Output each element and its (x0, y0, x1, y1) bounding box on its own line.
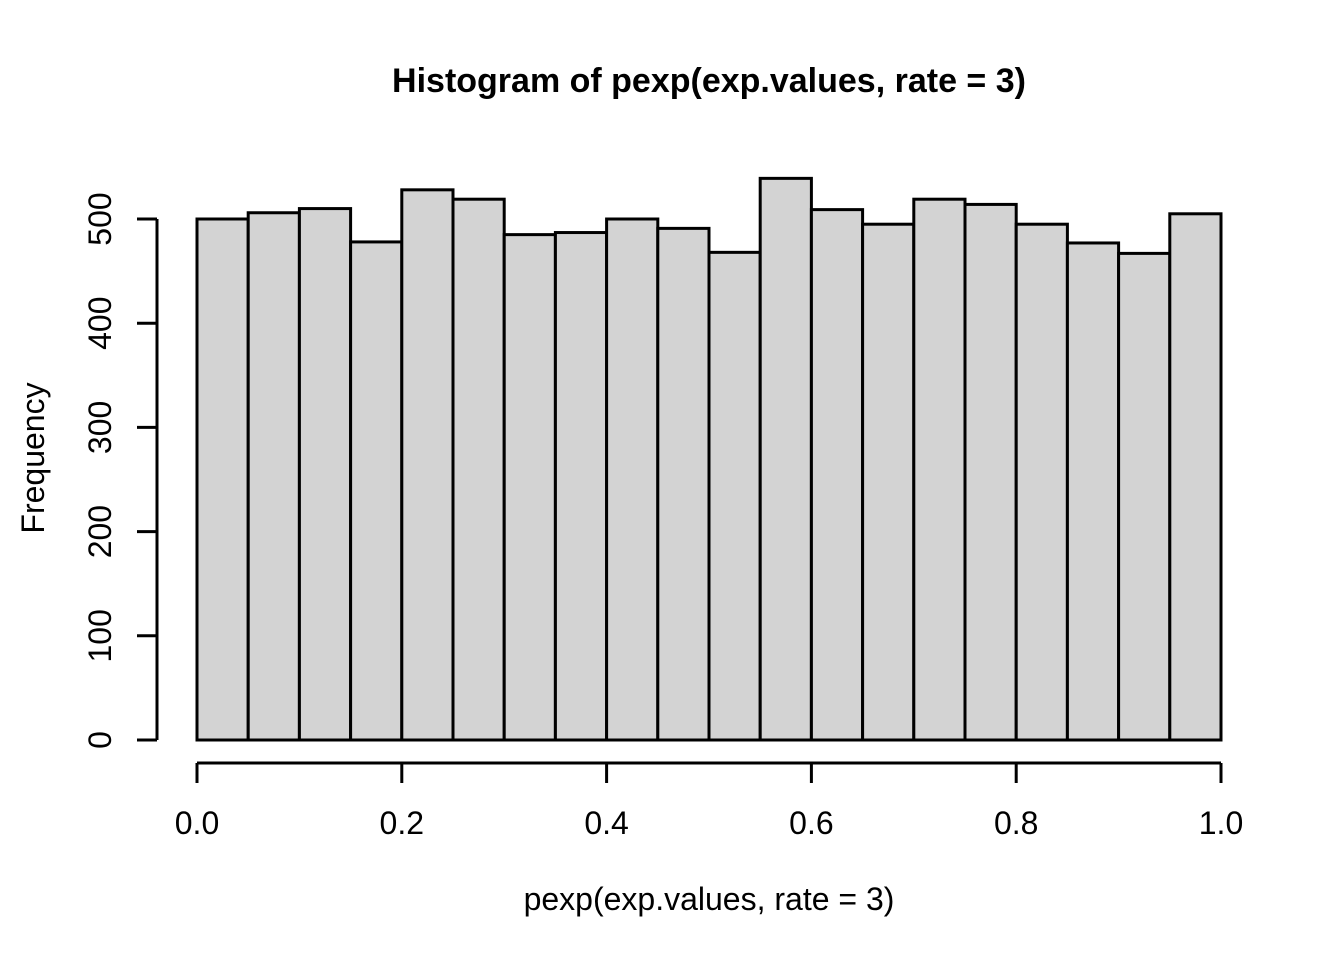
x-tick-label: 1.0 (1199, 805, 1243, 841)
x-axis-title: pexp(exp.values, rate = 3) (524, 881, 895, 917)
histogram-bar (758, 176, 813, 742)
histogram-bar (707, 250, 762, 742)
histogram-bar (349, 240, 404, 742)
x-tick-label: 0.0 (175, 805, 219, 841)
x-tick-label: 0.4 (584, 805, 628, 841)
histogram-bar (1014, 222, 1069, 742)
y-tick-label: 500 (82, 192, 118, 245)
histogram-bar (912, 197, 967, 742)
histogram-bar (400, 188, 455, 742)
histogram-bar (605, 217, 660, 742)
x-tick-label: 0.8 (994, 805, 1038, 841)
y-axis-title: Frequency (15, 382, 51, 533)
histogram-bar (656, 226, 711, 742)
histogram-bar (502, 233, 557, 742)
histogram-bar (246, 211, 301, 742)
histogram-bar (553, 231, 609, 742)
chart-title: Histogram of pexp(exp.values, rate = 3) (392, 62, 1026, 100)
histogram-bar (1065, 241, 1121, 742)
histogram-bar (195, 217, 250, 742)
histogram-bar (1168, 212, 1223, 742)
y-tick-label: 200 (82, 505, 118, 558)
y-tick-label: 300 (82, 401, 118, 454)
histogram-bar (963, 202, 1018, 742)
axes-group: 0 100 200 300 400 500 0.0 0.2 0.4 0.6 0.8 1.0 (82, 192, 1243, 841)
x-tick-label: 0.6 (789, 805, 833, 841)
histogram-bar (297, 207, 353, 742)
histogram-bar (451, 197, 506, 742)
bars-group (195, 176, 1223, 742)
histogram-bar (1117, 251, 1172, 742)
y-tick-label: 400 (82, 297, 118, 350)
y-tick-label: 100 (82, 609, 118, 662)
x-tick-label: 0.2 (380, 805, 424, 841)
histogram-bar (861, 222, 916, 742)
histogram-bar (809, 208, 865, 742)
y-tick-label: 0 (82, 731, 118, 749)
